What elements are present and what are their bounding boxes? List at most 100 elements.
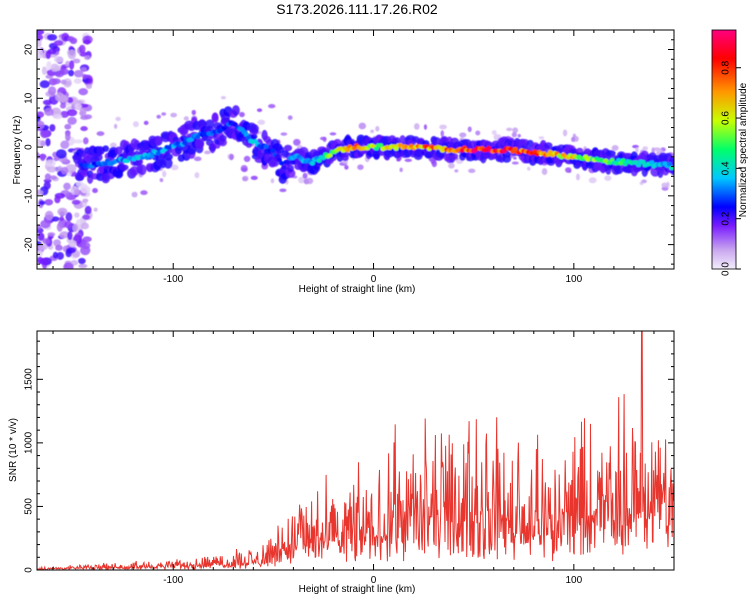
y-tick-label: 0 bbox=[24, 144, 35, 150]
heatmap-cell bbox=[46, 34, 58, 41]
heatmap-cell bbox=[53, 40, 64, 46]
heatmap-cell bbox=[287, 115, 293, 120]
spectrogram-heatmap bbox=[37, 30, 674, 269]
heatmap-cell bbox=[102, 145, 109, 152]
heatmap-cell bbox=[170, 112, 178, 118]
heatmap-cell bbox=[285, 160, 291, 165]
heatmap-cell bbox=[404, 158, 413, 163]
heatmap-cell bbox=[491, 130, 497, 136]
heatmap-cell bbox=[68, 69, 75, 77]
heatmap-cell bbox=[231, 105, 240, 116]
heatmap-cell bbox=[82, 39, 92, 45]
heatmap-cell bbox=[52, 251, 59, 259]
y-tick-label: -20 bbox=[24, 237, 35, 252]
heatmap-cell bbox=[193, 156, 202, 162]
heatmap-cell bbox=[47, 86, 57, 96]
heatmap-cell bbox=[114, 123, 118, 129]
heatmap-cell bbox=[44, 173, 51, 181]
heatmap-cell bbox=[74, 103, 82, 109]
heatmap-cell bbox=[44, 210, 54, 221]
heatmap-cell bbox=[84, 205, 92, 215]
heatmap-cell bbox=[293, 138, 301, 146]
heatmap-cell bbox=[96, 131, 105, 136]
heatmap-cell bbox=[393, 146, 399, 151]
heatmap-cell bbox=[80, 245, 91, 256]
heatmap-cell bbox=[281, 165, 287, 170]
heatmap-cell bbox=[156, 114, 161, 119]
heatmap-cell bbox=[55, 149, 67, 159]
heatmap-cell bbox=[204, 150, 211, 155]
heatmap-cell bbox=[37, 34, 44, 41]
snr-series-line bbox=[37, 331, 674, 570]
heatmap-cell bbox=[413, 123, 420, 130]
heatmap-cell bbox=[39, 140, 46, 147]
snr-xlabel: Height of straight line (km) bbox=[299, 584, 416, 595]
heatmap-cell bbox=[66, 109, 78, 117]
heatmap-cell bbox=[316, 158, 322, 163]
colorbar-tick-label: 0.4 bbox=[721, 161, 732, 175]
heatmap-cell bbox=[220, 95, 227, 100]
heatmap-cell bbox=[517, 134, 521, 138]
heatmap-cell bbox=[80, 67, 87, 73]
heatmap-cell bbox=[58, 95, 69, 103]
heatmap-cell bbox=[194, 138, 205, 150]
heatmap-cell bbox=[305, 177, 314, 185]
heatmap-cell bbox=[327, 153, 333, 158]
heatmap-cell bbox=[502, 155, 512, 163]
heatmap-cell bbox=[278, 161, 285, 166]
heatmap-cell bbox=[82, 137, 89, 145]
heatmap-cell bbox=[170, 164, 179, 171]
heatmap-cell bbox=[38, 200, 46, 206]
heatmap-cell bbox=[65, 212, 73, 222]
snr-ylabel: SNR (10 * v/v) bbox=[8, 418, 19, 482]
heatmap-cell bbox=[42, 99, 52, 106]
x-tick-label: -100 bbox=[163, 575, 183, 586]
heatmap-cell bbox=[161, 112, 167, 116]
heatmap-cell bbox=[245, 135, 252, 140]
heatmap-cell bbox=[544, 142, 553, 149]
heatmap-cell bbox=[191, 109, 196, 116]
heatmap-cell bbox=[270, 148, 276, 153]
y-tick-label: 20 bbox=[24, 44, 35, 56]
heatmap-cell bbox=[63, 182, 71, 191]
heatmap-cell bbox=[74, 234, 80, 243]
heatmap-cell bbox=[66, 97, 74, 104]
heatmap-cell bbox=[287, 164, 294, 173]
heatmap-cell bbox=[37, 224, 42, 230]
heatmap-cell bbox=[79, 107, 87, 118]
heatmap-cell bbox=[82, 198, 89, 203]
heatmap-cell bbox=[513, 156, 517, 160]
heatmap-cell bbox=[109, 142, 117, 148]
heatmap-cell bbox=[37, 120, 45, 130]
heatmap-cell bbox=[59, 216, 65, 221]
heatmap-cell bbox=[298, 176, 305, 184]
y-tick-label: 0 bbox=[24, 567, 35, 573]
heatmap-cell bbox=[73, 69, 84, 78]
snr-frame bbox=[36, 330, 675, 571]
heatmap-cell bbox=[44, 107, 54, 116]
heatmap-cell bbox=[40, 219, 51, 229]
heatmap-cell bbox=[137, 164, 147, 176]
heatmap-cell bbox=[46, 60, 52, 71]
heatmap-cell bbox=[45, 50, 51, 60]
y-tick-label: 500 bbox=[24, 498, 35, 515]
heatmap-cell bbox=[66, 263, 74, 269]
heatmap-cell bbox=[78, 44, 86, 54]
heatmap-cell bbox=[661, 182, 668, 188]
heatmap-cell bbox=[423, 124, 428, 130]
heatmap-cell bbox=[370, 129, 375, 134]
heatmap-cell bbox=[320, 155, 327, 160]
heatmap-cell bbox=[276, 146, 285, 154]
spectrogram-xlabel: Height of straight line (km) bbox=[299, 284, 416, 295]
heatmap-cell bbox=[60, 166, 69, 175]
heatmap-cell bbox=[571, 136, 575, 142]
heatmap-cell bbox=[163, 157, 173, 169]
heatmap-cell bbox=[60, 79, 67, 85]
y-tick-label: 1500 bbox=[24, 368, 35, 391]
heatmap-cell bbox=[512, 127, 519, 134]
heatmap-cell bbox=[41, 66, 47, 76]
heatmap-cell bbox=[37, 142, 41, 147]
heatmap-cell bbox=[666, 161, 672, 167]
heatmap-cell bbox=[276, 157, 282, 162]
